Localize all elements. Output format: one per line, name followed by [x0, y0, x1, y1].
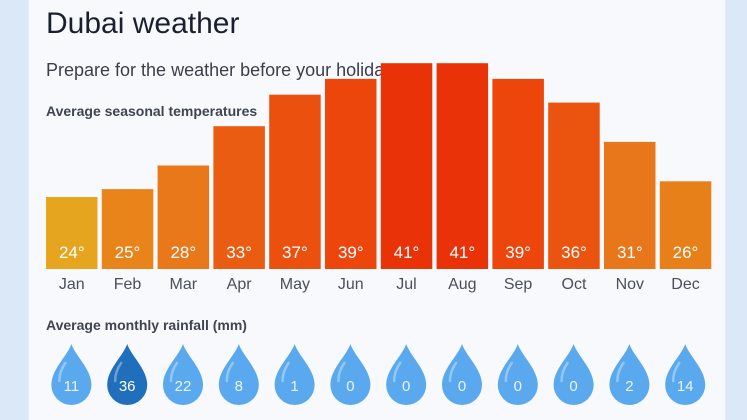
rainfall-value: 1	[290, 378, 298, 395]
temp-bar-aug	[436, 63, 489, 270]
rainfall-heading: Average monthly rainfall (mm)	[46, 317, 247, 333]
page-subtitle: Prepare for the weather before your holi…	[46, 60, 394, 80]
rain-drop-may	[274, 344, 315, 405]
rainfall-value: 0	[458, 378, 466, 395]
month-label: Apr	[227, 276, 253, 293]
rainfall-value: 11	[64, 378, 80, 395]
rainfall-value: 8	[235, 378, 243, 395]
rainfall-value: 36	[119, 378, 136, 395]
temp-value-label: 33°	[226, 243, 252, 262]
rain-drop-shine	[504, 361, 514, 383]
month-label: Oct	[562, 276, 587, 293]
rain-drop-shine	[58, 361, 67, 383]
month-label: Mar	[170, 276, 198, 293]
rain-drop-jul	[386, 344, 427, 405]
temperature-bar-chart: 24° Jan 25° Feb 28° Mar 33° Apr 37° May 39° Jun 41° J…	[46, 63, 712, 293]
temp-value-label: 31°	[617, 243, 643, 262]
temp-value-label: 36°	[561, 243, 587, 262]
temp-bar-sep	[492, 78, 544, 270]
month-label: Jun	[338, 276, 364, 293]
temp-value-label: 26°	[673, 243, 699, 262]
temp-value-label: 24°	[59, 243, 85, 262]
rainfall-value: 22	[175, 378, 192, 395]
temp-bar-feb	[101, 189, 154, 269]
rain-drop-aug	[442, 344, 482, 405]
temperature-heading: Average seasonal temperatures	[46, 103, 258, 119]
temp-value-label: 37°	[282, 243, 308, 262]
temp-value-label: 41°	[449, 243, 475, 262]
temp-value-label: 28°	[170, 243, 196, 262]
rain-drop-feb	[107, 344, 148, 405]
rainfall-value: 0	[514, 378, 522, 395]
temp-bar-jan	[46, 197, 98, 269]
temp-bar-jul	[380, 63, 433, 270]
month-label: Jul	[396, 276, 416, 293]
rain-drop-shine	[560, 361, 569, 383]
rain-drop-shine	[169, 361, 179, 383]
rainfall-value: 0	[569, 378, 577, 395]
temp-bar-oct	[548, 102, 600, 269]
rain-drop-dec	[665, 344, 706, 405]
rain-drop-shine	[281, 361, 290, 383]
temp-value-label: 39°	[338, 243, 364, 262]
rain-drop-sep	[497, 344, 538, 405]
rain-drop-jan	[51, 344, 92, 405]
month-label: May	[280, 276, 310, 293]
temp-bar-mar	[157, 165, 210, 269]
temp-value-label: 25°	[115, 243, 141, 262]
page-title: Dubai weather	[46, 7, 240, 40]
rain-drop-shine	[392, 361, 402, 383]
rain-drop-mar	[163, 344, 203, 405]
month-label: Sep	[504, 276, 533, 293]
rain-drop-shine	[616, 361, 625, 383]
month-label: Jan	[59, 276, 85, 293]
rain-drop-shine	[448, 361, 458, 383]
temp-bar-jun	[325, 78, 377, 270]
temp-value-label: 39°	[505, 243, 531, 262]
month-label: Dec	[671, 276, 699, 293]
rainfall-value: 2	[625, 378, 633, 395]
month-label: Nov	[616, 276, 644, 293]
rain-drop-nov	[609, 344, 650, 405]
temp-bar-nov	[604, 141, 656, 269]
temp-bar-may	[269, 94, 321, 269]
rainfall-value: 14	[677, 378, 694, 395]
rain-drop-apr	[218, 344, 259, 405]
rain-drop-shine	[225, 361, 235, 383]
rain-drop-oct	[553, 344, 594, 405]
rainfall-value: 0	[402, 378, 410, 395]
rainfall-value: 0	[346, 378, 354, 395]
month-label: Aug	[448, 276, 476, 293]
rain-drop-shine	[113, 361, 123, 383]
month-label: Feb	[114, 276, 142, 293]
temp-value-label: 41°	[394, 243, 420, 262]
rain-drop-shine	[671, 361, 681, 383]
rain-drop-jun	[330, 344, 371, 405]
temp-bar-dec	[659, 181, 712, 269]
rain-drop-shine	[337, 361, 346, 383]
temp-bar-apr	[213, 126, 265, 269]
